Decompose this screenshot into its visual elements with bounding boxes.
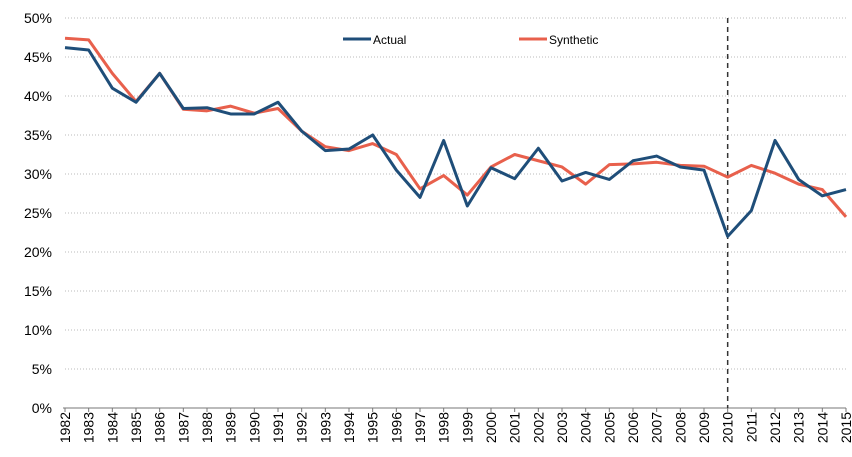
y-tick-label: 50%: [24, 10, 52, 26]
x-tick-label: 2012: [767, 412, 783, 443]
y-tick-label: 5%: [32, 361, 52, 377]
x-tick-label: 2008: [672, 412, 688, 443]
y-tick-label: 0%: [32, 400, 52, 416]
y-tick-label: 30%: [24, 166, 52, 182]
x-tick-label: 1989: [223, 412, 239, 443]
x-tick-label: 1994: [341, 412, 357, 443]
x-tick-label: 1987: [175, 412, 191, 443]
y-tick-label: 15%: [24, 283, 52, 299]
series-line: [64, 36, 848, 218]
x-tick-label: 1983: [81, 412, 97, 443]
y-tick-label: 35%: [24, 127, 52, 143]
x-tick-label: 1982: [57, 412, 73, 443]
y-tick-label: 20%: [24, 244, 52, 260]
x-tick-label: 1990: [246, 412, 262, 443]
legend-label: Actual: [373, 33, 406, 47]
x-tick-label: 1986: [152, 412, 168, 443]
x-tick-label: 1999: [459, 412, 475, 443]
x-tick-label: 1997: [412, 412, 428, 443]
x-tick-label: 1998: [436, 412, 452, 443]
x-tick-label: 1995: [365, 412, 381, 443]
x-tick-label: 2003: [554, 412, 570, 443]
x-tick-label: 1991: [270, 412, 286, 443]
x-tick-label: 1993: [317, 412, 333, 443]
x-tick-label: 2007: [649, 412, 665, 443]
legend-label: Synthetic: [549, 33, 598, 47]
series-line: [64, 46, 847, 238]
y-tick-label: 45%: [24, 49, 52, 65]
x-tick-label: 2005: [601, 412, 617, 443]
x-tick-label: 2013: [791, 412, 807, 443]
x-tick-label: 2004: [578, 412, 594, 443]
x-tick-label: 2006: [625, 412, 641, 443]
x-tick-label: 2014: [814, 412, 830, 443]
x-tick-label: 2011: [743, 412, 759, 442]
x-tick-label: 1985: [128, 412, 144, 443]
y-tick-label: 40%: [24, 88, 52, 104]
x-tick-label: 2000: [483, 412, 499, 443]
x-tick-label: 2001: [507, 412, 523, 443]
x-tick-label: 2015: [838, 412, 852, 443]
x-tick-label: 1996: [388, 412, 404, 443]
x-tick-label: 2002: [530, 412, 546, 443]
x-tick-label: 1984: [104, 412, 120, 443]
x-tick-label: 2009: [696, 412, 712, 443]
y-tick-label: 10%: [24, 322, 52, 338]
y-tick-label: 25%: [24, 205, 52, 221]
x-tick-label: 1992: [294, 412, 310, 443]
x-tick-label: 2010: [720, 412, 736, 443]
x-tick-label: 1988: [199, 412, 215, 443]
